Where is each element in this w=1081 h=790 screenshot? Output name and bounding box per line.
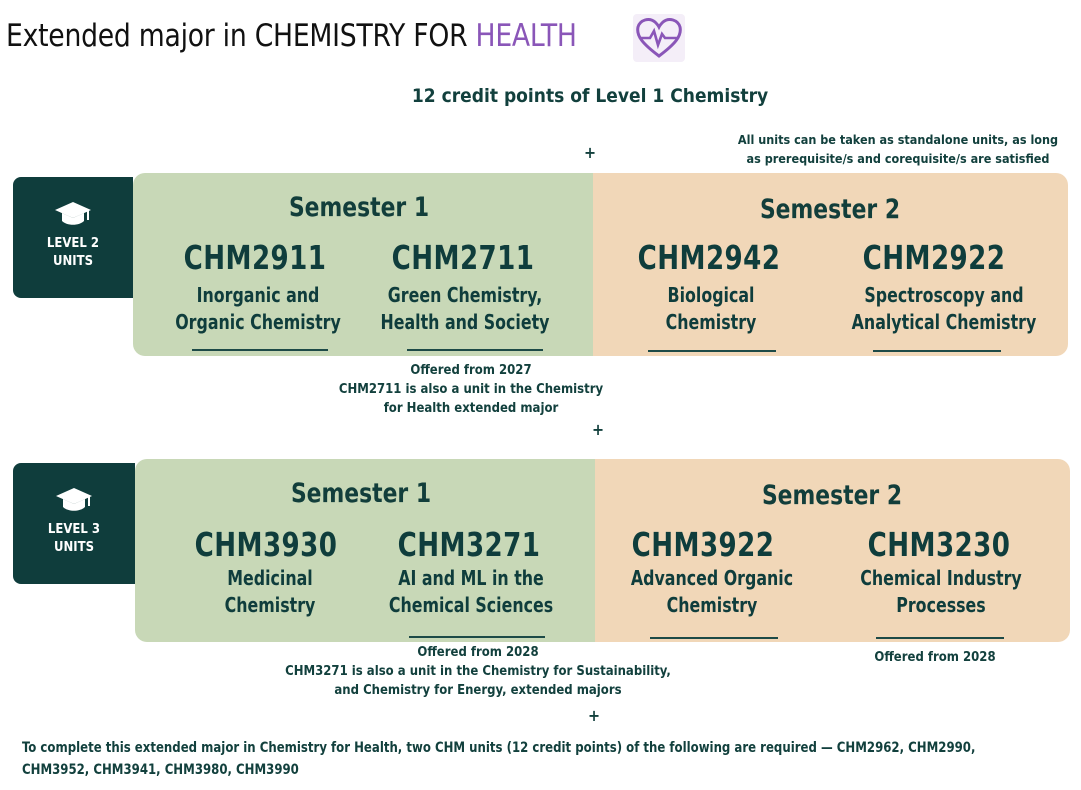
unit-code: CHM2942 [637,238,781,277]
graduation-cap-icon [13,485,135,521]
unit-name-line: Advanced Organic [630,566,794,590]
underline [873,350,1001,352]
level-label-line: UNITS [52,254,94,269]
unit-code: CHM2711 [391,238,535,277]
unit-code: CHM3230 [867,525,1011,564]
unit-name-line: Processes [896,593,986,617]
unit-name-line: Chemistry [666,593,758,617]
footer-line: To complete this extended major in Chemi… [22,740,976,756]
level3-semester1 [135,459,595,642]
unit-name-line: Medicinal [227,566,313,590]
level3-panel [135,459,1070,642]
level3-sem1-title: Semester 1 [290,478,432,509]
standalone-note-line: All units can be taken as standalone uni… [737,132,1059,147]
unit-name: Inorganic and Organic Chemistry [152,282,363,336]
unit-name-line: Organic Chemistry [175,310,341,334]
level3-semester2 [595,459,1070,642]
level3-note: Offered from 2028 CHM3271 is also a unit… [262,643,694,700]
underline [409,636,545,638]
unit-code: CHM2911 [183,238,327,277]
unit-name-line: Health and Society [380,310,550,334]
note-line: CHM3271 is also a unit in the Chemistry … [285,664,671,679]
level3-label: LEVEL 3 UNITS [13,463,135,584]
unit-name-line: Green Chemistry, [387,283,543,307]
unit-name: Spectroscopy and Analytical Chemistry [826,282,1062,336]
plus-sign: + [592,420,605,439]
unit-name-line: Chemical Sciences [388,593,554,617]
underline [407,349,543,351]
unit-name: AI and ML in the Chemical Sciences [361,565,581,619]
unit-name-line: Chemistry [665,310,757,334]
underline [192,349,328,351]
unit-code: CHM3922 [631,525,775,564]
plus-sign: + [588,706,601,725]
unit-code: CHM3271 [397,525,541,564]
title-highlight: HEALTH [475,18,577,54]
footer-requirement: To complete this extended major in Chemi… [22,737,1081,781]
level-label-line: LEVEL 3 [47,522,101,537]
unit-name-line: Spectroscopy and [864,283,1024,307]
underline [876,637,1004,639]
unit-name: Advanced Organic Chemistry [598,565,827,619]
unit-name-line: Biological [667,283,755,307]
level-label-line: LEVEL 2 [46,236,100,251]
standalone-note-line: as prerequisite/s and corequisite/s are … [746,151,1050,166]
unit-code: CHM3930 [194,525,338,564]
level3-sem2-title: Semester 2 [761,480,903,511]
prerequisite-text: 12 credit points of Level 1 Chemistry [411,85,769,107]
unit-name-line: Chemistry [224,593,316,617]
level2-note: Offered from 2027 CHM2711 is also a unit… [300,361,642,418]
unit-name-line: Inorganic and [196,283,320,307]
unit-name-line: AI and ML in the [398,566,544,590]
level2-semester2 [593,173,1068,356]
note-line: CHM2711 is also a unit in the Chemistry [338,382,604,397]
level2-label: LEVEL 2 UNITS [13,177,133,298]
unit-name-line: Analytical Chemistry [851,310,1037,334]
note-line: for Health extended major [383,401,559,416]
title-prefix: Extended major in CHEMISTRY FOR [6,18,476,54]
unit-code: CHM2922 [862,238,1006,277]
unit-name: Green Chemistry, Health and Society [359,282,570,336]
underline [650,637,778,639]
graduation-cap-icon [13,199,133,235]
level3-note-right: Offered from 2028 [874,650,996,665]
level2-sem1-title: Semester 1 [288,192,430,223]
note-line: Offered from 2027 [410,363,532,378]
note-line: Offered from 2028 [417,645,539,660]
level2-panel [133,173,1068,356]
heart-pulse-icon [633,14,685,62]
level2-sem2-title: Semester 2 [759,194,901,225]
unit-name: Chemical Industry Processes [831,565,1051,619]
unit-name-line: Chemical Industry [860,566,1022,590]
note-line: and Chemistry for Energy, extended major… [334,683,622,698]
unit-name: Biological Chemistry [605,282,816,336]
page-title: Extended major in CHEMISTRY FOR HEALTH [6,18,577,54]
standalone-note: All units can be taken as standalone uni… [735,130,1061,168]
plus-sign: + [584,143,597,162]
level2-semester1 [133,173,593,356]
unit-name: Medicinal Chemistry [164,565,375,619]
footer-line: CHM3952, CHM3941, CHM3980, CHM3990 [22,762,299,778]
underline [648,350,776,352]
level-label-line: UNITS [53,540,95,555]
